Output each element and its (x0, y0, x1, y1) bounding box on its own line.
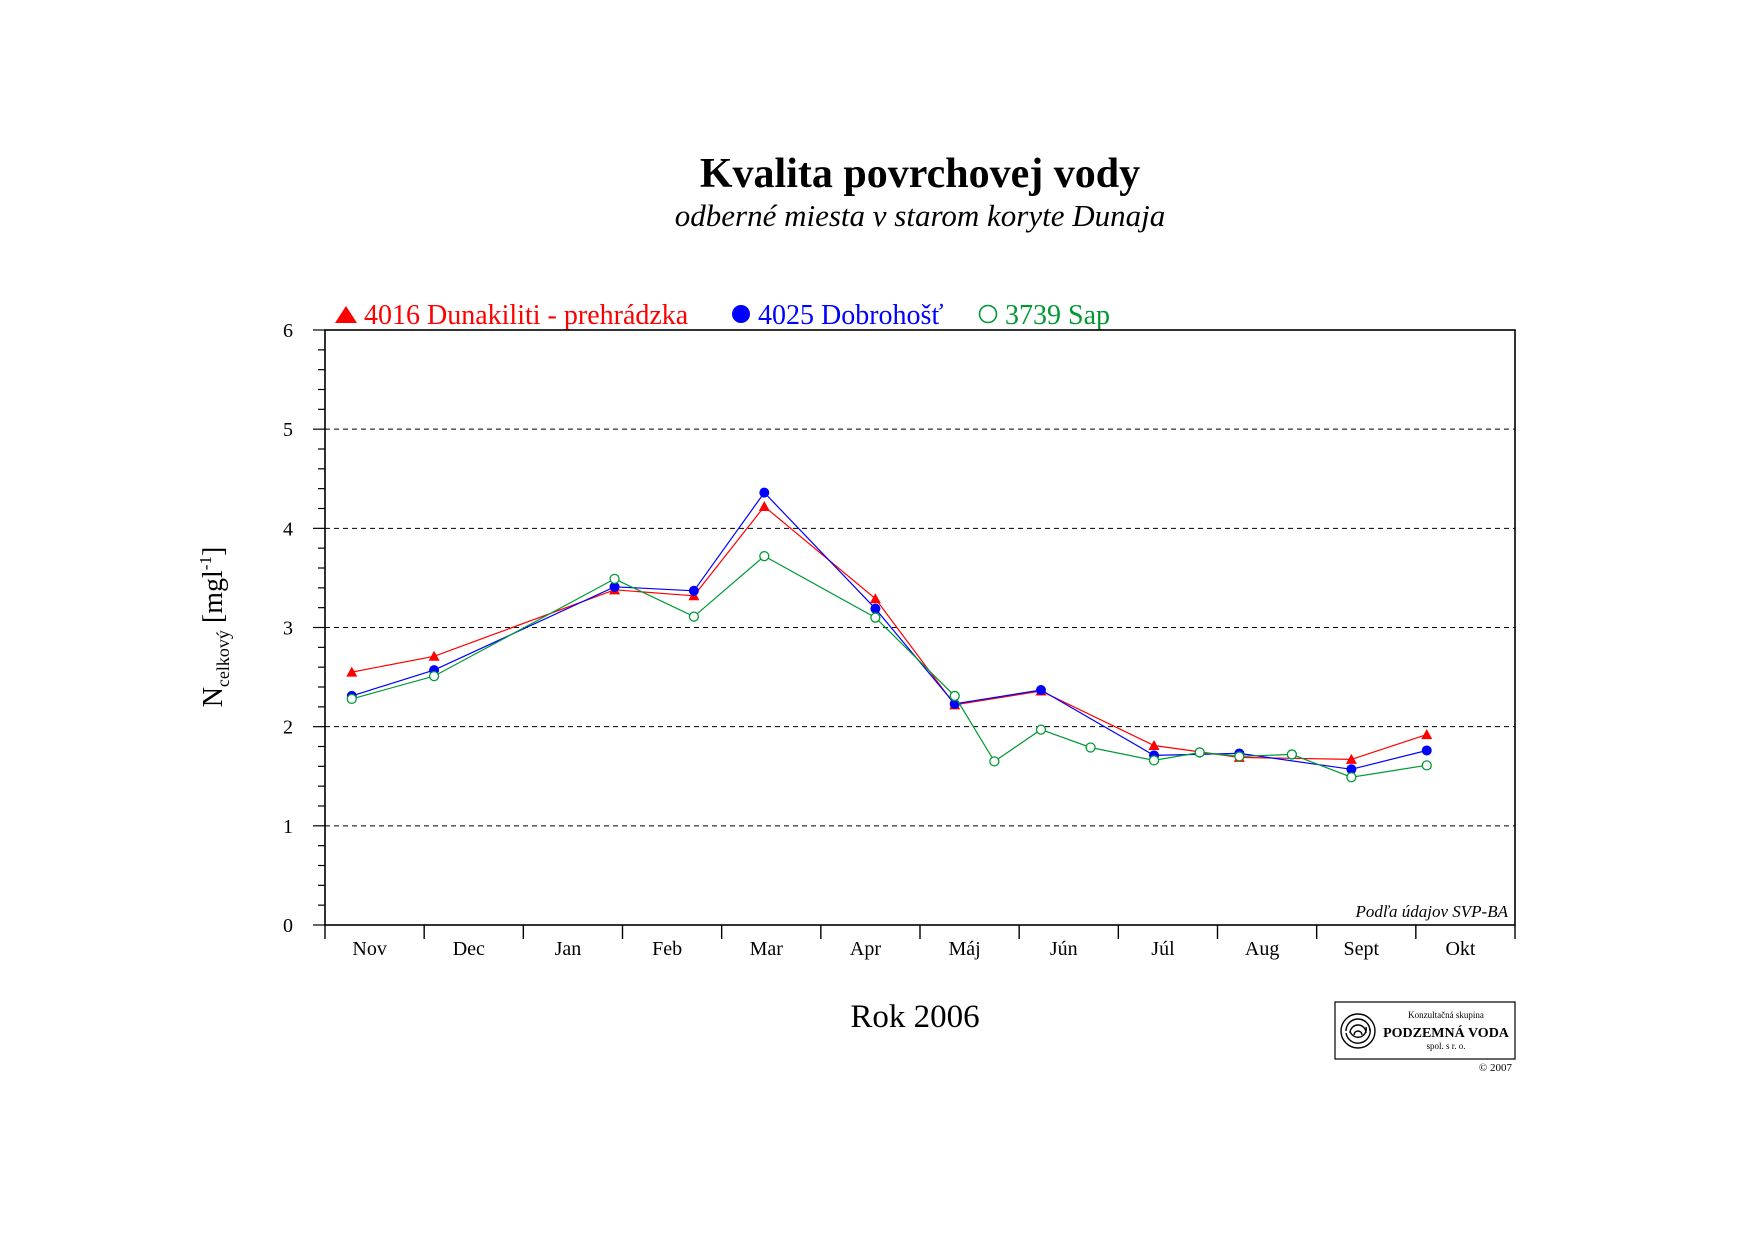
legend-marker-4025 (732, 305, 750, 323)
data-point (1085, 742, 1096, 753)
x-axis-tick-labels: Nov Dec Jan Feb Mar Apr Máj Jún Júl Aug Sept Okt (352, 938, 1476, 960)
data-point (688, 585, 699, 596)
y-axis-title-unit-sup: -1 (196, 556, 215, 570)
data-point (1234, 751, 1245, 762)
y-axis-title-unit-close: ] (198, 547, 229, 556)
x-tick-label: Jún (1050, 938, 1078, 960)
x-tick-label: Okt (1445, 938, 1475, 960)
y-tick-label: 5 (283, 419, 293, 441)
y-axis-title-main: N (198, 687, 229, 707)
series-0 (346, 501, 1433, 764)
y-tick-label: 3 (283, 618, 293, 640)
y-axis-title: Ncelkový [mgl-1] (196, 547, 233, 708)
y-tick-label: 4 (283, 518, 293, 540)
data-point (609, 573, 620, 585)
x-axis-title: Rok 2006 (850, 999, 979, 1035)
data-point (870, 612, 881, 623)
y-axis-title-subscript: celkový (213, 630, 233, 687)
x-tick-label: Dec (453, 938, 485, 960)
y-axis-title-unit-open: [mgl (198, 570, 229, 630)
y-tick-label: 6 (283, 320, 293, 342)
data-point (1345, 753, 1357, 764)
chart-title: Kvalita povrchovej vody (700, 151, 1140, 197)
legend: 4016 Dunakiliti - prehrádzka 4025 Dobroh… (335, 300, 1110, 331)
x-tick-label: Nov (352, 938, 386, 960)
legend-label-4025: 4025 Dobrohošť (758, 300, 943, 331)
logo-copyright: © 2007 (1479, 1062, 1513, 1074)
data-point (989, 756, 1000, 767)
series-2 (346, 550, 1432, 783)
data-point (949, 698, 960, 709)
x-tick-label: Jan (555, 938, 582, 960)
chart-subtitle: odberné miesta v starom koryte Dunaja (675, 198, 1165, 233)
data-point (346, 666, 358, 677)
series-layer (346, 487, 1433, 783)
data-point (1148, 740, 1160, 751)
y-tick-label: 2 (283, 717, 293, 739)
data-point (870, 603, 881, 614)
legend-marker-3739 (978, 304, 998, 324)
data-point (1148, 755, 1160, 766)
data-point (428, 670, 440, 682)
data-point (949, 690, 960, 702)
x-tick-label: Apr (850, 938, 881, 960)
data-point (758, 501, 770, 512)
data-point (688, 611, 700, 622)
data-point (346, 693, 357, 705)
data-point (759, 487, 770, 498)
legend-marker-4016 (335, 306, 357, 323)
data-point (1286, 749, 1298, 760)
data-point (428, 650, 440, 661)
source-annotation: Podľa údajov SVP-BA (1354, 902, 1508, 921)
x-tick-label: Júl (1151, 938, 1175, 960)
series-line (351, 555, 1427, 778)
data-point (1421, 760, 1432, 771)
data-point (759, 550, 770, 562)
logo-line-3: spol. s r. o. (1426, 1041, 1465, 1051)
data-point (1194, 747, 1205, 758)
company-logo: Konzultačná skupina PODZEMNÁ VODA spol. … (1334, 1001, 1516, 1074)
logo-line-1: Konzultačná skupina (1408, 1010, 1484, 1020)
legend-label-3739: 3739 Sap (1005, 300, 1110, 331)
x-tick-label: Aug (1245, 938, 1279, 960)
data-point (1035, 684, 1046, 695)
y-axis-tick-labels: 0 1 2 3 4 5 6 (283, 320, 293, 937)
y-axis-minor-ticks (313, 329, 325, 926)
x-tick-label: Máj (949, 938, 981, 960)
x-axis-ticks (324, 925, 1516, 939)
data-point (1421, 729, 1433, 740)
data-point (1421, 745, 1432, 756)
data-point (1035, 724, 1047, 735)
x-tick-label: Sept (1344, 938, 1380, 960)
x-tick-label: Feb (652, 938, 682, 960)
gridlines (325, 428, 1515, 827)
x-tick-label: Mar (750, 938, 784, 960)
y-tick-label: 0 (283, 915, 293, 937)
legend-label-4016: 4016 Dunakiliti - prehrádzka (364, 300, 689, 331)
y-tick-label: 1 (283, 816, 293, 838)
logo-line-2: PODZEMNÁ VODA (1383, 1024, 1510, 1041)
data-point (869, 593, 881, 604)
data-point (1346, 764, 1357, 775)
logo-swirl-icon (1340, 1013, 1376, 1049)
logo-box (1334, 1001, 1516, 1060)
data-point (609, 581, 620, 592)
data-point (1346, 772, 1357, 783)
